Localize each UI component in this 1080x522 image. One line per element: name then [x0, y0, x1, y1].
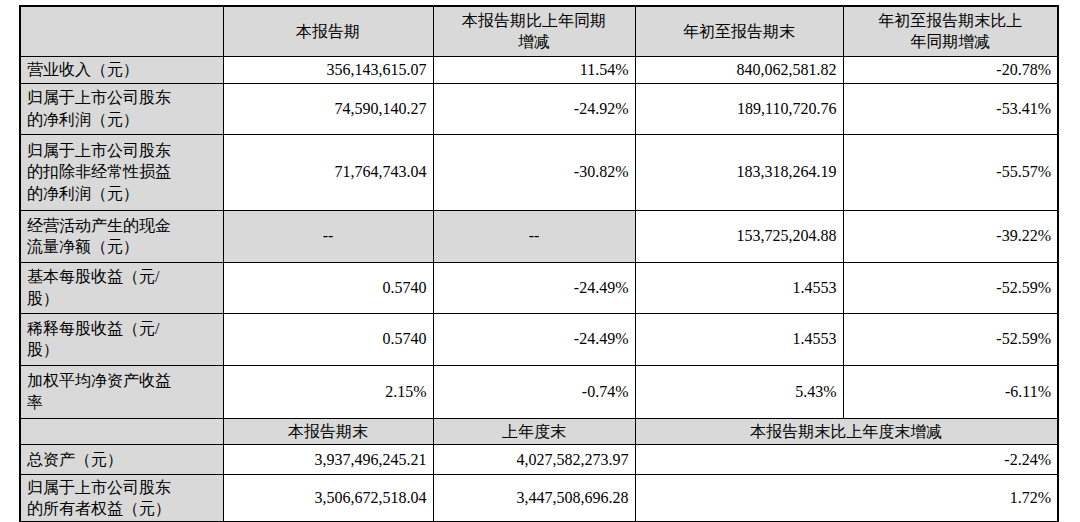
table-row-total-assets: 总资产（元） 3,937,496,245.21 4,027,582,273.97… [20, 444, 1058, 474]
table-row-weighted-avg-roe: 加权平均净资产收益 率 2.15% -0.74% 5.43% -6.11% [20, 365, 1058, 418]
table-row-revenue: 营业收入（元） 356,143,615.07 11.54% 840,062,58… [20, 56, 1058, 83]
table-subheader-row: 本报告期末 上年度末 本报告期末比上年度末增减 [20, 418, 1058, 444]
value-period-end: 3,506,672,518.04 [223, 474, 433, 522]
corner-cell [20, 418, 223, 444]
value-ytd: 153,725,204.88 [635, 210, 843, 262]
value-yoy-change: -24.49% [433, 313, 635, 365]
value-period-end-change: 1.72% [635, 474, 1058, 522]
value-yoy-change: 11.54% [433, 56, 635, 83]
row-label: 稀释每股收益（元/ 股） [20, 313, 223, 365]
table-row-operating-cash-flow: 经营活动产生的现金 流量净额（元） -- -- 153,725,204.88 -… [20, 210, 1058, 262]
value-prior-year-end: 4,027,582,273.97 [433, 444, 635, 474]
col-header-period-end: 本报告期末 [223, 418, 433, 444]
row-label: 归属于上市公司股东 的所有者权益（元） [20, 474, 223, 522]
value-current-period: 0.5740 [223, 262, 433, 313]
value-ytd-yoy-change: -52.59% [843, 262, 1058, 313]
value-yoy-change: -- [433, 210, 635, 262]
value-prior-year-end: 3,447,508,696.28 [433, 474, 635, 522]
row-label: 归属于上市公司股东 的净利润（元） [20, 83, 223, 134]
table-row-shareholders-equity: 归属于上市公司股东 的所有者权益（元） 3,506,672,518.04 3,4… [20, 474, 1058, 522]
financial-summary-table: 本报告期 本报告期比上年同期 增减 年初至报告期末 年初至报告期末比上 年同期增… [19, 5, 1059, 522]
value-current-period: 2.15% [223, 365, 433, 418]
value-yoy-change: -24.92% [433, 83, 635, 134]
table-header-row: 本报告期 本报告期比上年同期 增减 年初至报告期末 年初至报告期末比上 年同期增… [20, 6, 1058, 56]
value-current-period: 74,590,140.27 [223, 83, 433, 134]
row-label: 归属于上市公司股东 的扣除非经常性损益 的净利润（元） [20, 134, 223, 210]
value-yoy-change: -0.74% [433, 365, 635, 418]
value-ytd-yoy-change: -55.57% [843, 134, 1058, 210]
row-label: 加权平均净资产收益 率 [20, 365, 223, 418]
value-current-period: 71,764,743.04 [223, 134, 433, 210]
row-label: 经营活动产生的现金 流量净额（元） [20, 210, 223, 262]
value-ytd: 1.4553 [635, 262, 843, 313]
value-current-period: 0.5740 [223, 313, 433, 365]
value-ytd-yoy-change: -6.11% [843, 365, 1058, 418]
table-row-diluted-eps: 稀释每股收益（元/ 股） 0.5740 -24.49% 1.4553 -52.5… [20, 313, 1058, 365]
value-period-end-change: -2.24% [635, 444, 1058, 474]
row-label: 总资产（元） [20, 444, 223, 474]
col-header-period-end-change: 本报告期末比上年度末增减 [635, 418, 1058, 444]
value-ytd: 183,318,264.19 [635, 134, 843, 210]
value-ytd-yoy-change: -39.22% [843, 210, 1058, 262]
value-ytd-yoy-change: -20.78% [843, 56, 1058, 83]
table-row-basic-eps: 基本每股收益（元/ 股） 0.5740 -24.49% 1.4553 -52.5… [20, 262, 1058, 313]
col-header-current-period: 本报告期 [223, 6, 433, 56]
corner-cell [20, 6, 223, 56]
value-ytd: 1.4553 [635, 313, 843, 365]
value-ytd-yoy-change: -52.59% [843, 313, 1058, 365]
report-page: 本报告期 本报告期比上年同期 增减 年初至报告期末 年初至报告期末比上 年同期增… [0, 0, 1080, 522]
col-header-ytd-yoy-change: 年初至报告期末比上 年同期增减 [843, 6, 1058, 56]
value-ytd: 5.43% [635, 365, 843, 418]
value-ytd-yoy-change: -53.41% [843, 83, 1058, 134]
value-ytd: 189,110,720.76 [635, 83, 843, 134]
value-yoy-change: -30.82% [433, 134, 635, 210]
col-header-ytd: 年初至报告期末 [635, 6, 843, 56]
row-label: 营业收入（元） [20, 56, 223, 83]
col-header-yoy-change: 本报告期比上年同期 增减 [433, 6, 635, 56]
value-current-period: 356,143,615.07 [223, 56, 433, 83]
col-header-prior-year-end: 上年度末 [433, 418, 635, 444]
value-period-end: 3,937,496,245.21 [223, 444, 433, 474]
row-label: 基本每股收益（元/ 股） [20, 262, 223, 313]
table-row-net-profit: 归属于上市公司股东 的净利润（元） 74,590,140.27 -24.92% … [20, 83, 1058, 134]
value-ytd: 840,062,581.82 [635, 56, 843, 83]
table-row-net-profit-excl-nonrecurring: 归属于上市公司股东 的扣除非经常性损益 的净利润（元） 71,764,743.0… [20, 134, 1058, 210]
value-current-period: -- [223, 210, 433, 262]
value-yoy-change: -24.49% [433, 262, 635, 313]
